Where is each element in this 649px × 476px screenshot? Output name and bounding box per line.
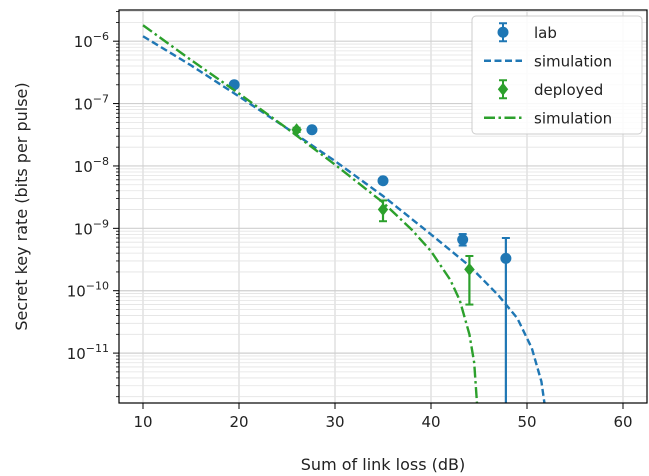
series-line — [142, 35, 546, 403]
y-tick-label: 10−6 — [74, 30, 109, 51]
series-line — [142, 24, 479, 403]
legend-entry: lab — [497, 22, 557, 43]
legend-box — [471, 15, 643, 135]
y-tick-label-exponent: −6 — [93, 30, 109, 43]
axes-layer — [118, 9, 648, 404]
legend-entry: simulation — [484, 109, 612, 127]
series-simulation-3 — [142, 24, 479, 403]
legend-label: simulation — [534, 109, 612, 127]
y-tick-label-base: 10 — [74, 158, 93, 176]
y-tick-label-base: 10 — [74, 96, 93, 114]
y-tick-label: 10−8 — [74, 155, 109, 176]
x-axis-label: Sum of link loss (dB) — [301, 455, 465, 474]
legend-entry: simulation — [484, 52, 612, 70]
x-tick-label: 40 — [421, 413, 440, 431]
data-point — [500, 252, 512, 264]
y-tick-label: 10−9 — [74, 217, 109, 238]
y-tick-label-base: 10 — [67, 283, 86, 301]
legend-label: simulation — [534, 52, 612, 70]
series-layer — [142, 24, 546, 403]
series-lab-0 — [228, 79, 512, 403]
data-point — [377, 175, 389, 187]
y-tick-label-exponent: −11 — [86, 342, 109, 355]
x-tick-label: 20 — [229, 413, 248, 431]
y-tick-label: 10−11 — [67, 342, 109, 363]
legend-label: lab — [534, 24, 557, 42]
legend: lab simulation deployed simulation — [471, 15, 643, 135]
y-tick-label: 10−7 — [74, 93, 109, 114]
y-tick-label-exponent: −9 — [93, 217, 109, 230]
y-axis-label: Secret key rate (bits per pulse) — [12, 82, 31, 330]
y-tick-label-exponent: −8 — [93, 155, 109, 168]
legend-label: deployed — [534, 81, 603, 99]
x-tick-label: 10 — [133, 413, 152, 431]
y-tick-label-base: 10 — [74, 220, 93, 238]
x-tick-label: 50 — [517, 413, 536, 431]
series-simulation-1 — [142, 35, 546, 403]
plot-area — [142, 24, 546, 403]
data-point — [457, 234, 469, 246]
y-tick-label-base: 10 — [74, 33, 93, 51]
y-tick-label-exponent: −7 — [93, 93, 109, 106]
y-tick-label: 10−10 — [67, 280, 109, 301]
legend-marker-swatch — [497, 82, 509, 96]
legend-marker-swatch — [497, 26, 509, 38]
x-tick-label: 60 — [613, 413, 632, 431]
y-tick-label-exponent: −10 — [86, 280, 109, 293]
y-tick-label-base: 10 — [67, 345, 86, 363]
data-point — [306, 124, 318, 136]
series-deployed-2 — [291, 123, 475, 306]
data-point — [464, 262, 475, 276]
x-tick-label: 30 — [325, 413, 344, 431]
plot-frame — [118, 9, 648, 404]
legend-items: lab simulation deployed simulation — [484, 22, 612, 127]
legend-entry: deployed — [497, 79, 603, 100]
